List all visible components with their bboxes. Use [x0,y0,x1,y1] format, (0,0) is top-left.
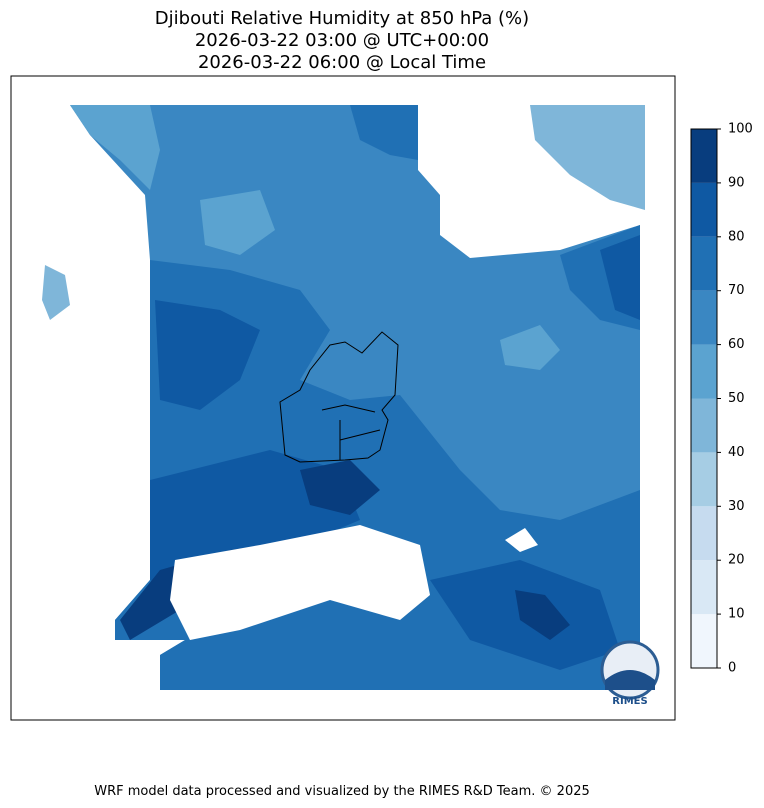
title-line: Djibouti Relative Humidity at 850 hPa (%… [155,8,529,29]
logo-text: RIMES [612,696,647,707]
map [10,75,676,721]
country-border [279,331,399,463]
contour-90-100 [515,590,570,640]
colorbar-band [691,344,717,399]
logo: RIMES [600,640,660,707]
colorbar-band [691,398,717,453]
colorbar: 0 10 20 30 40 50 60 70 80 90 100 [690,122,753,676]
contour-90-100 [300,460,380,515]
colorbar-band [691,614,717,668]
colorbar-tick-label: 60 [728,337,745,352]
colorbar-tick-label: 90 [728,175,745,190]
colorbar-band [691,560,717,615]
colorbar-tick-label: 100 [728,122,753,137]
colorbar-tick-label: 40 [728,445,745,460]
colorbar-band [691,182,717,237]
colorbar-tick-label: 70 [728,283,745,298]
colorbar-band [691,506,717,561]
colorbar-tick-label: 50 [728,391,745,406]
contour-50-60 [200,190,275,255]
colorbar-tick-label: 80 [728,229,745,244]
colorbar-tick-label: 30 [728,499,745,514]
contour-40-50 [530,105,645,210]
contour-70-80 [350,105,418,160]
missing-area [170,525,430,640]
footer: WRF model data processed and visualized … [94,784,590,799]
colorbar-tick-label: 20 [728,553,745,568]
title-line: 2026-03-22 03:00 @ UTC+00:00 [195,30,489,51]
colorbar-band [691,290,717,345]
contour-50-60 [500,325,560,370]
missing-area [505,528,538,552]
colorbar-band [691,129,717,183]
contour-50-60 [70,105,160,190]
colorbar-band [691,452,717,507]
colorbar-tick-label: 0 [728,661,736,676]
title-line: 2026-03-22 06:00 @ Local Time [198,52,486,73]
colorbar-tick-label: 10 [728,607,745,622]
contour-80-90 [155,300,260,410]
colorbar-band [691,236,717,291]
contour-40-50 [42,265,70,320]
contour-80-90 [600,235,640,320]
logo-wave [605,670,655,690]
